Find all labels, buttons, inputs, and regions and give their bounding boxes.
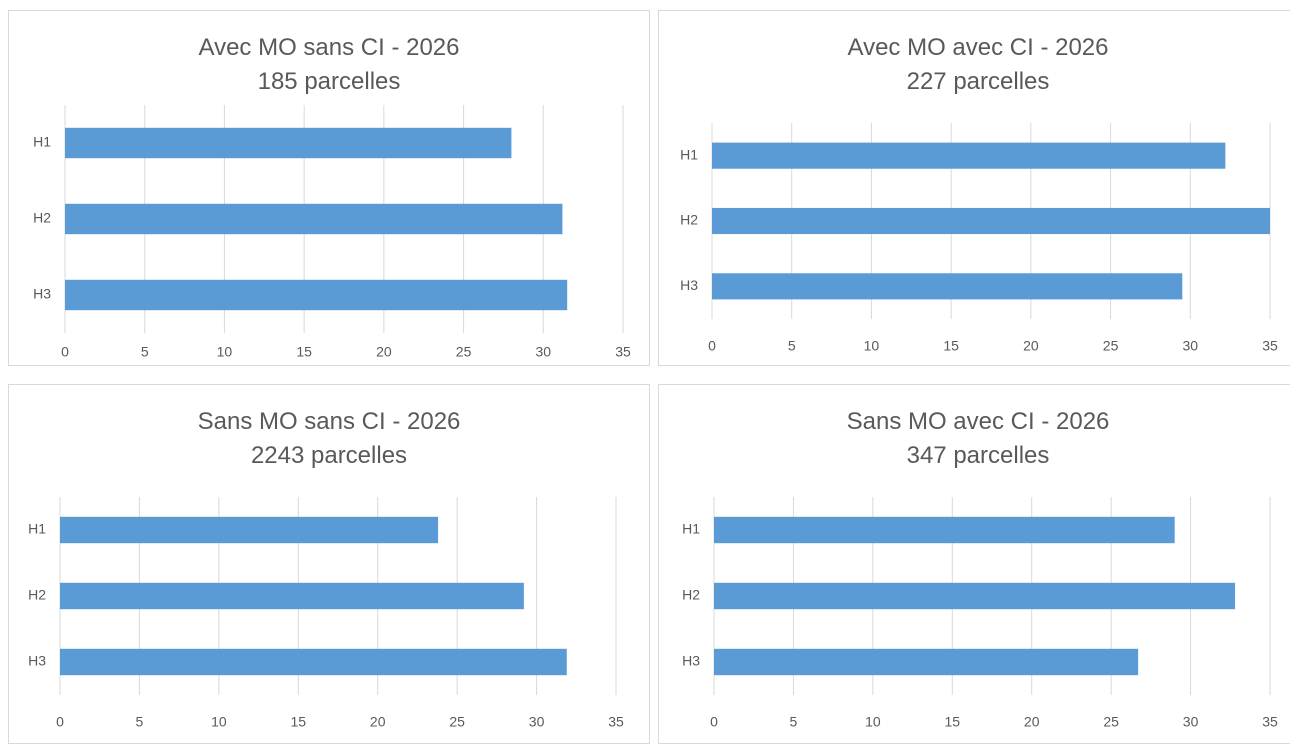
bar-chart-svg: 0 5 10 15 20 25 30 35 H1 H2 H3 bbox=[682, 497, 1278, 730]
x-tick-label: 25 bbox=[1103, 714, 1119, 730]
bar-h2 bbox=[65, 203, 563, 235]
bar-chart-svg: 0 5 10 15 20 25 30 35 H1 H2 H3 bbox=[33, 105, 631, 360]
x-tick-label: 15 bbox=[944, 714, 960, 730]
x-tick-label: 35 bbox=[1262, 714, 1278, 730]
y-category-label: H1 bbox=[682, 521, 700, 537]
y-category-label: H3 bbox=[680, 277, 698, 293]
y-category-label: H3 bbox=[28, 653, 46, 669]
x-tick-label: 10 bbox=[217, 344, 233, 360]
bar-h3 bbox=[60, 648, 567, 676]
chart-title: Sans MO sans CI - 2026 2243 parcelles bbox=[9, 405, 649, 473]
x-tick-label: 25 bbox=[449, 714, 465, 730]
x-tick-label: 20 bbox=[376, 344, 392, 360]
x-tick-label: 35 bbox=[1262, 338, 1278, 354]
y-category-label: H2 bbox=[33, 210, 51, 226]
chart-title: Avec MO sans CI - 2026 185 parcelles bbox=[9, 31, 649, 99]
chart-panel-sans-mo-sans-ci: Sans MO sans CI - 2026 2243 parcelles 0 5… bbox=[8, 384, 650, 744]
x-tick-label: 35 bbox=[608, 714, 624, 730]
bar-h3 bbox=[712, 273, 1183, 300]
chart-subtitle: 2243 parcelles bbox=[250, 442, 408, 469]
x-tick-label: 0 bbox=[61, 344, 69, 360]
x-tick-label: 20 bbox=[370, 714, 386, 730]
y-category-label: H2 bbox=[28, 587, 46, 603]
x-tick-label: 20 bbox=[1023, 338, 1039, 354]
y-category-label: H1 bbox=[28, 521, 46, 537]
bar-h2 bbox=[712, 207, 1270, 235]
bar-chart-svg: 0 5 10 15 20 25 30 35 H1 H2 H3 bbox=[28, 497, 624, 730]
x-tick-label: 30 bbox=[1183, 714, 1199, 730]
chart-title: Avec MO avec CI - 2026 227 parcelles bbox=[659, 31, 1290, 99]
x-tick-label: 10 bbox=[865, 714, 881, 730]
y-category-label: H2 bbox=[680, 212, 698, 228]
x-tick-label: 0 bbox=[708, 338, 716, 354]
x-tick-label: 30 bbox=[1182, 338, 1198, 354]
bar-h1 bbox=[712, 142, 1226, 169]
y-category-label: H1 bbox=[680, 146, 698, 162]
chart-subtitle: 185 parcelles bbox=[257, 68, 401, 95]
x-tick-label: 5 bbox=[788, 338, 796, 354]
x-tick-label: 15 bbox=[943, 338, 959, 354]
chart-title-line: Sans MO sans CI - 2026 bbox=[197, 408, 461, 435]
bar-h2 bbox=[60, 582, 524, 610]
bar-h1 bbox=[60, 516, 439, 544]
x-tick-label: 20 bbox=[1024, 714, 1040, 730]
chart-title: Sans MO avec CI - 2026 347 parcelles bbox=[659, 405, 1290, 473]
chart-panel-sans-mo-avec-ci: Sans MO avec CI - 2026 347 parcelles 0 5 1… bbox=[658, 384, 1290, 744]
x-tick-label: 15 bbox=[290, 714, 306, 730]
y-category-label: H3 bbox=[33, 286, 51, 302]
x-tick-label: 10 bbox=[211, 714, 227, 730]
x-tick-label: 5 bbox=[141, 344, 149, 360]
x-tick-label: 25 bbox=[456, 344, 472, 360]
chart-subtitle: 347 parcelles bbox=[906, 442, 1050, 469]
bar-h1 bbox=[714, 516, 1175, 544]
bar-chart-svg: 0 5 10 15 20 25 30 35 H1 H2 H3 bbox=[680, 123, 1278, 354]
bar-h3 bbox=[714, 648, 1139, 676]
chart-title-line: Avec MO sans CI - 2026 bbox=[198, 34, 460, 61]
y-category-label: H1 bbox=[33, 134, 51, 150]
chart-subtitle: 227 parcelles bbox=[906, 68, 1050, 95]
x-tick-label: 5 bbox=[790, 714, 798, 730]
bar-h3 bbox=[65, 279, 568, 311]
x-tick-label: 30 bbox=[529, 714, 545, 730]
x-tick-label: 0 bbox=[56, 714, 64, 730]
x-tick-label: 25 bbox=[1103, 338, 1119, 354]
x-tick-label: 30 bbox=[535, 344, 551, 360]
x-tick-label: 15 bbox=[296, 344, 312, 360]
y-category-label: H3 bbox=[682, 653, 700, 669]
chart-title-line: Avec MO avec CI - 2026 bbox=[847, 34, 1109, 61]
x-tick-label: 35 bbox=[615, 344, 631, 360]
bar-h2 bbox=[714, 582, 1236, 610]
x-tick-label: 0 bbox=[710, 714, 718, 730]
chart-title-line: Sans MO avec CI - 2026 bbox=[846, 408, 1110, 435]
x-tick-label: 10 bbox=[864, 338, 880, 354]
y-category-label: H2 bbox=[682, 587, 700, 603]
bar-h1 bbox=[65, 127, 512, 159]
chart-panel-avec-mo-avec-ci: Avec MO avec CI - 2026 227 parcelles 0 5 1… bbox=[658, 10, 1290, 366]
chart-panel-avec-mo-sans-ci: Avec MO sans CI - 2026 185 parcelles 0 5 1… bbox=[8, 10, 650, 366]
x-tick-label: 5 bbox=[136, 714, 144, 730]
